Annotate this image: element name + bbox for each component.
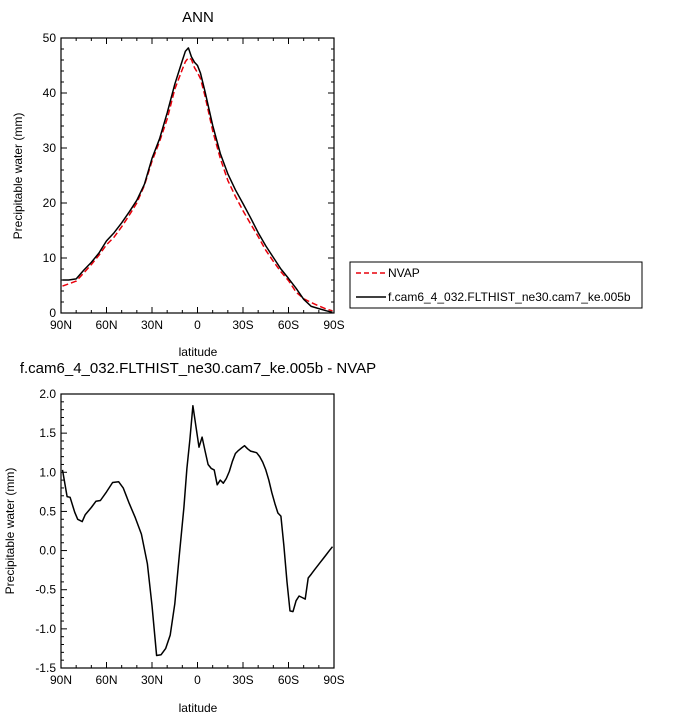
top-y-tick-label: 0: [49, 306, 56, 320]
top-series-line-1: [62, 47, 333, 314]
top-plot-lines: [62, 47, 333, 314]
bottom-x-tick-label: 90S: [323, 673, 344, 687]
bottom-x-tick-label: 90N: [50, 673, 72, 687]
top-plot-frame: [60, 37, 335, 314]
bottom-y-tick-label: 1.5: [39, 426, 56, 440]
bottom-plot-lines: [61, 404, 334, 657]
bottom-x-tick-label: 60N: [95, 673, 117, 687]
bottom-y-tick-label: 0.0: [39, 544, 56, 558]
bottom-series-line-0: [61, 404, 334, 657]
bottom-xlabel: latitude: [179, 701, 218, 715]
bottom-y-tick-label: 2.0: [39, 387, 56, 401]
top-y-tick-label: 10: [43, 251, 57, 265]
bottom-y-tick-label: 1.0: [39, 465, 56, 479]
top-y-tick-label: 30: [43, 141, 57, 155]
top-x-tick-label: 0: [194, 318, 201, 332]
top-series-line-0: [62, 57, 333, 312]
bottom-x-tick-label: 0: [194, 673, 201, 687]
top-y-tick-label: 50: [43, 31, 57, 45]
top-title: ANN: [182, 9, 214, 26]
top-ylabel: Precipitable water (mm): [11, 113, 25, 240]
bottom-x-tick-label: 30S: [232, 673, 253, 687]
legend: NVAP f.cam6_4_032.FLTHIST_ne30.cam7_ke.0…: [349, 261, 643, 309]
legend-label-model: f.cam6_4_032.FLTHIST_ne30.cam7_ke.005b: [388, 290, 631, 304]
top-x-tick-label: 30S: [232, 318, 253, 332]
legend-label-nvap: NVAP: [388, 266, 420, 280]
bottom-x-tick-label: 60S: [278, 673, 299, 687]
bottom-axes: 90N 60N 30N 0 30S 60S 90S -1.5 -1.0 -0.5 0.0 0.5 1.0…: [35, 387, 344, 687]
bottom-panel: f.cam6_4_032.FLTHIST_ne30.cam7_ke.005b -…: [3, 360, 376, 715]
bottom-title: f.cam6_4_032.FLTHIST_ne30.cam7_ke.005b -…: [20, 360, 376, 377]
top-x-tick-label: 90S: [323, 318, 344, 332]
top-x-tick-label: 90N: [50, 318, 72, 332]
bottom-y-tick-label: 0.5: [39, 504, 56, 518]
bottom-x-tick-label: 30N: [141, 673, 163, 687]
top-y-tick-label: 20: [43, 196, 57, 210]
bottom-y-tick-label: -1.0: [35, 622, 56, 636]
bottom-y-tick-label: -1.5: [35, 661, 56, 675]
top-x-tick-label: 60S: [278, 318, 299, 332]
top-x-tick-label: 60N: [95, 318, 117, 332]
bottom-ylabel: Precipitable water (mm): [3, 468, 17, 595]
top-panel: ANN Precipitable water (mm) 90N 60N 30N 0 30…: [11, 9, 345, 359]
top-axes: 90N 60N 30N 0 30S 60S 90S 0 10 20 30 40 50: [43, 31, 345, 332]
top-xlabel: latitude: [179, 345, 218, 359]
top-y-tick-label: 40: [43, 86, 57, 100]
bottom-y-tick-label: -0.5: [35, 583, 56, 597]
legend-box: [349, 261, 643, 309]
top-x-tick-label: 30N: [141, 318, 163, 332]
